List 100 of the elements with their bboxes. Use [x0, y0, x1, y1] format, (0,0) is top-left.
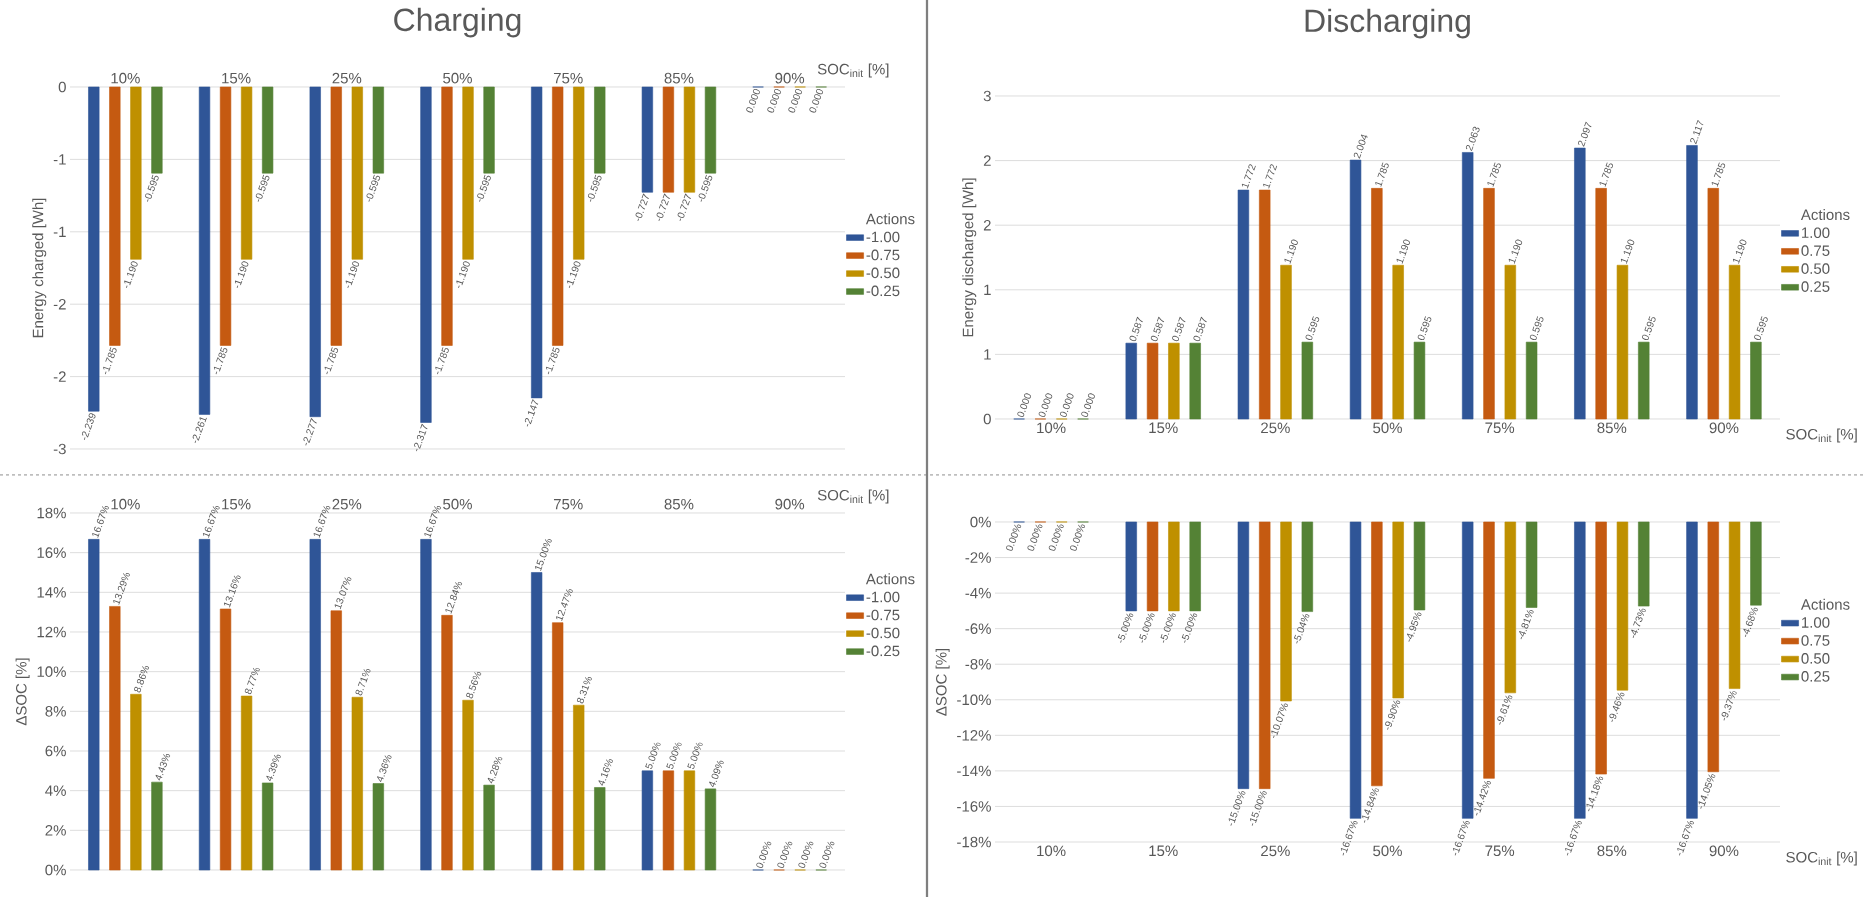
legend-label: -0.25: [866, 285, 900, 297]
data-label: -9.61%: [1497, 695, 1513, 725]
data-label: 0.587: [1172, 316, 1186, 342]
legend-title: Actions: [865, 213, 915, 225]
data-label: -1.785: [213, 347, 228, 375]
x-tick-label: 90%: [775, 498, 805, 510]
bar: [88, 539, 100, 871]
data-label: -4.81%: [1519, 610, 1534, 640]
data-label: 0.000: [788, 89, 802, 113]
bar: [330, 610, 342, 871]
y-tick-label: 4%: [45, 785, 66, 796]
data-label: 1.190: [1284, 239, 1298, 264]
data-label: 13.16%: [223, 575, 241, 608]
data-label: -0.595: [366, 174, 381, 202]
y-tick-label: 16%: [37, 547, 66, 558]
x-tick-label: 85%: [1597, 422, 1627, 434]
data-label: 1.190: [1620, 239, 1635, 264]
bar: [1462, 152, 1474, 420]
data-label: -14.42%: [1474, 780, 1492, 816]
data-label: 8.31%: [576, 676, 592, 704]
data-label: -2.147: [524, 399, 539, 427]
data-label: -16.67%: [1340, 820, 1358, 856]
data-label: 2.004: [1353, 134, 1368, 159]
bar: [1504, 264, 1516, 420]
bar: [240, 695, 253, 871]
x-axis-title: SOC$_{init}$ [%]: [817, 63, 889, 78]
data-label: -0.595: [255, 174, 270, 202]
data-label: 0.00%: [819, 841, 835, 868]
y-tick-label: -12%: [957, 730, 991, 741]
legend-title: Actions: [1800, 209, 1850, 221]
data-label: 0.000: [1017, 393, 1031, 417]
bar: [1301, 341, 1314, 420]
data-label: 8.77%: [244, 667, 260, 695]
data-label: -1.785: [324, 347, 339, 375]
legend-label: -0.75: [866, 609, 900, 621]
x-tick-label: 50%: [443, 72, 472, 84]
data-label: 4.16%: [598, 759, 613, 786]
data-label: -0.727: [656, 193, 670, 221]
data-label: -16.67%: [1565, 820, 1582, 856]
data-label: -5.00%: [1117, 613, 1134, 643]
data-label: 13.29%: [113, 572, 130, 605]
data-label: -0.727: [677, 193, 691, 221]
data-label: 8.56%: [466, 672, 482, 699]
data-label: 1.785: [1599, 162, 1614, 187]
bar: [641, 770, 653, 871]
y-tick-label: -1: [53, 226, 66, 237]
bar: [683, 770, 696, 871]
y-tick-label: -1: [53, 154, 66, 165]
x-tick-label: 75%: [1485, 845, 1515, 857]
data-label: 0.595: [1305, 316, 1320, 341]
data-label: 4.28%: [487, 756, 503, 784]
data-label: 1.772: [1263, 164, 1278, 189]
y-tick-label: -10%: [957, 694, 991, 706]
bar: [130, 693, 142, 871]
data-label: -0.595: [587, 174, 602, 202]
legend-label: 1.00: [1802, 617, 1830, 628]
y-tick-label: 0%: [970, 516, 991, 528]
bar: [262, 782, 274, 871]
y-tick-label: -8%: [965, 658, 991, 670]
data-label: 12.84%: [445, 581, 463, 614]
bar: [1280, 264, 1292, 420]
data-label: -4.68%: [1743, 607, 1758, 638]
data-label: -1.785: [546, 347, 560, 375]
y-tick-label: -18%: [957, 836, 991, 848]
data-label: 16.67%: [92, 505, 109, 538]
data-label: -10.07%: [1271, 703, 1289, 739]
data-label: -1.785: [435, 347, 449, 375]
data-label: 1.190: [1508, 239, 1523, 264]
data-label: -2.277: [303, 418, 317, 446]
data-label: -1.190: [456, 261, 470, 288]
y-tick-label: -2%: [965, 552, 991, 563]
legend-label: 1.00: [1802, 227, 1830, 238]
data-label: 5.00%: [687, 742, 703, 770]
y-tick-label: 10%: [37, 666, 66, 677]
x-tick-label: 90%: [1709, 845, 1739, 857]
x-tick-label: 75%: [553, 498, 583, 510]
y-tick-label: -6%: [965, 623, 991, 634]
x-tick-label: 15%: [222, 498, 251, 510]
x-axis-title: SOC$_{init}$ [%]: [1786, 851, 1857, 866]
bar: [1574, 147, 1586, 420]
x-tick-label: 25%: [332, 72, 362, 84]
data-label: 1.190: [1732, 239, 1747, 264]
y-tick-label: 1: [984, 349, 991, 360]
legend-label: 0.75: [1801, 245, 1830, 256]
data-label: 4.39%: [266, 754, 281, 782]
data-label: 2.063: [1465, 126, 1480, 152]
data-label: -4.95%: [1406, 612, 1422, 642]
x-tick-label: 50%: [1373, 422, 1402, 434]
data-label: -5.00%: [1139, 613, 1155, 643]
data-label: 8.86%: [134, 666, 150, 693]
data-label: 0.587: [1193, 316, 1207, 342]
y-tick-label: 18%: [37, 507, 66, 519]
x-tick-label: 75%: [1485, 422, 1515, 434]
data-label: 0.00%: [1048, 524, 1064, 551]
legend-label: -0.25: [866, 645, 900, 657]
y-axis-title: Energy discharged [Wh]: [962, 178, 977, 337]
x-tick-label: 15%: [222, 72, 251, 84]
y-axis-title: Energy charged [Wh]: [32, 198, 47, 338]
bar: [573, 704, 585, 871]
x-tick-label: 90%: [775, 72, 805, 84]
